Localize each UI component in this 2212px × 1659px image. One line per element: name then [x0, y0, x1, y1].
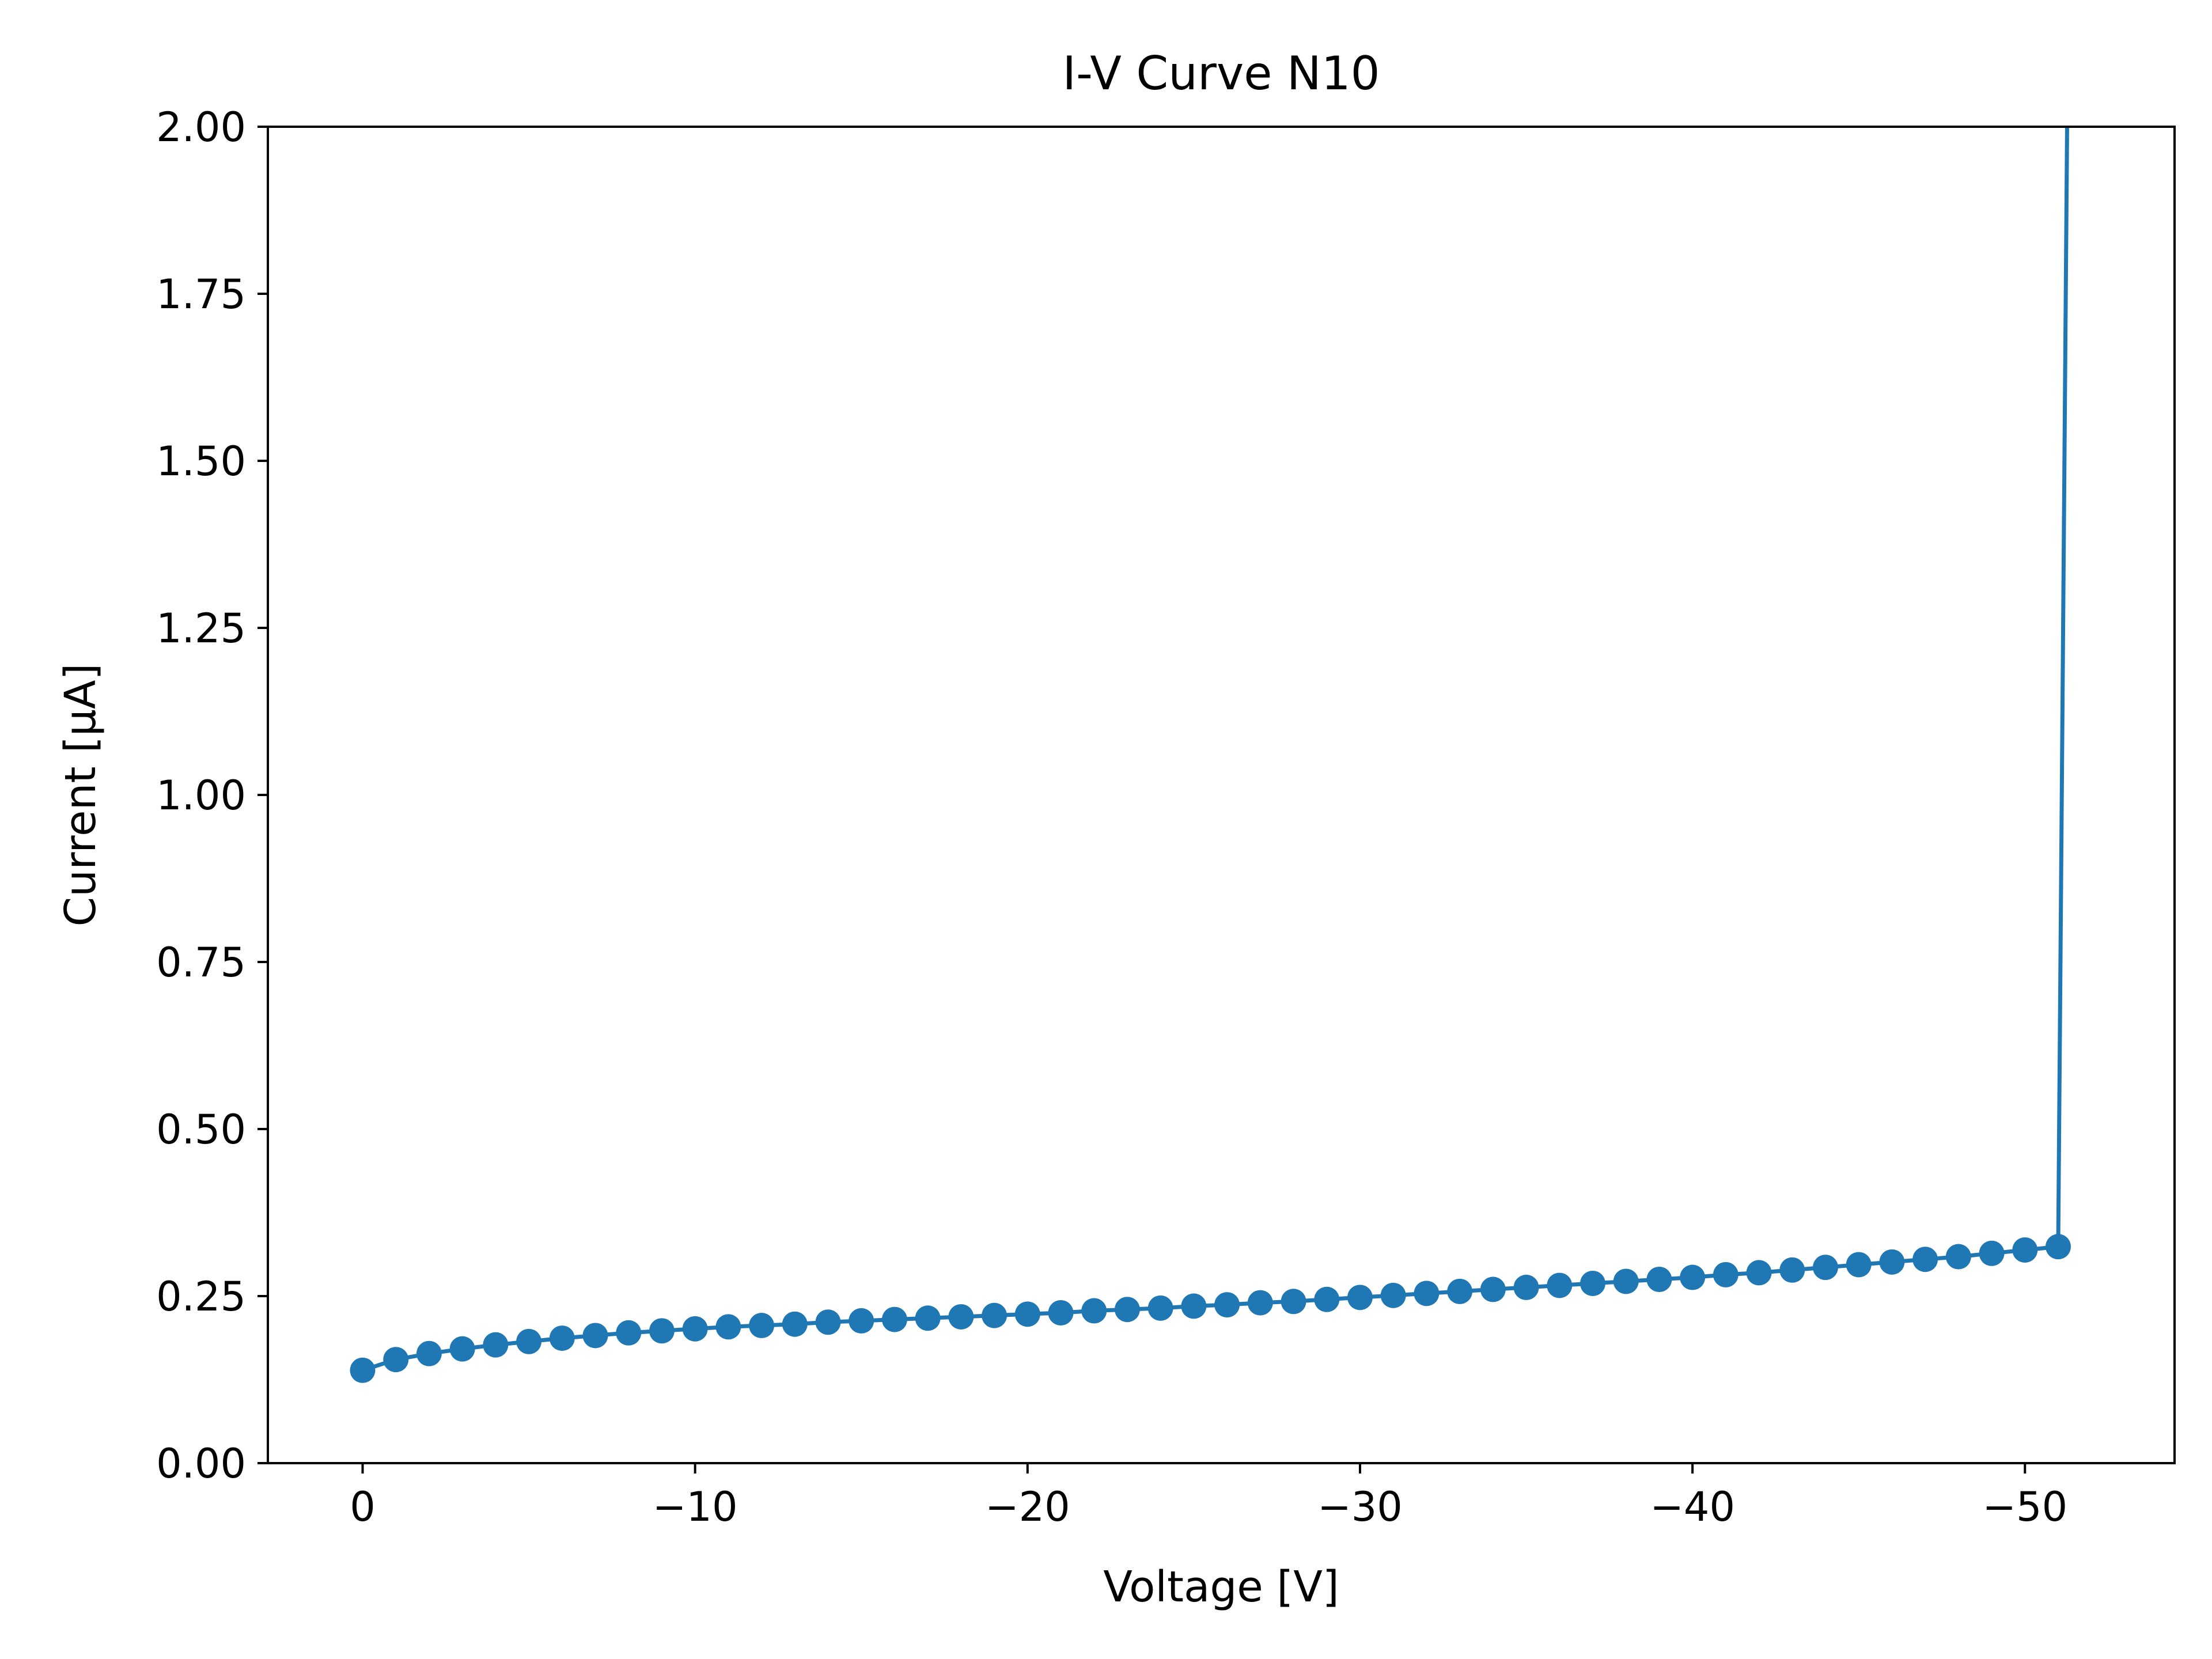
data-point: [881, 1306, 907, 1332]
data-point: [1314, 1286, 1340, 1312]
data-point: [1713, 1262, 1738, 1287]
data-point: [2012, 1237, 2038, 1263]
data-point: [1480, 1277, 1506, 1302]
y-tick-label: 1.25: [156, 605, 246, 652]
data-point: [1879, 1249, 1905, 1275]
data-point: [1181, 1293, 1207, 1319]
data-point: [915, 1305, 941, 1331]
data-point: [1680, 1264, 1706, 1290]
data-point: [815, 1309, 841, 1335]
data-point: [1081, 1298, 1107, 1324]
y-tick-label: 0.25: [156, 1273, 246, 1320]
chart-title: I-V Curve N10: [1062, 47, 1380, 100]
y-tick-label: 0.50: [156, 1106, 246, 1153]
plot-series-layer: [350, 127, 2071, 1383]
y-tick-label: 0.00: [156, 1440, 246, 1487]
data-point: [1048, 1300, 1074, 1325]
breakdown-line: [2056, 127, 2069, 1247]
data-point: [1945, 1244, 1971, 1270]
y-tick-label: 2.00: [156, 104, 246, 151]
data-point: [350, 1357, 376, 1383]
data-point: [1746, 1260, 1772, 1286]
x-tick-label: 0: [350, 1483, 376, 1531]
y-tick-label: 0.75: [156, 939, 246, 986]
data-point: [1846, 1252, 1872, 1278]
x-axis: 0 −10 −20 −30 −40 −50: [350, 1463, 2067, 1531]
data-point: [682, 1316, 708, 1342]
data-point: [616, 1320, 642, 1346]
data-point: [582, 1323, 608, 1349]
data-point: [1513, 1274, 1539, 1300]
data-point: [1114, 1297, 1140, 1323]
data-point: [416, 1340, 442, 1366]
y-tick-label: 1.75: [156, 271, 246, 318]
data-point: [1912, 1247, 1938, 1272]
data-point: [449, 1336, 475, 1362]
x-tick-label: −30: [1317, 1483, 1403, 1531]
series-line: [362, 1244, 2059, 1373]
data-point: [1414, 1281, 1440, 1306]
y-axis: 0.00 0.25 0.50 0.75 1.00 1.25 1.50 1.75 2.00: [156, 104, 268, 1487]
data-point: [982, 1302, 1007, 1328]
data-point: [1812, 1255, 1838, 1281]
data-point: [1247, 1290, 1273, 1316]
data-point: [715, 1314, 741, 1340]
y-tick-label: 1.50: [156, 438, 246, 485]
x-tick-label: −10: [653, 1483, 738, 1531]
data-point: [1147, 1295, 1173, 1321]
y-tick-label: 1.00: [156, 772, 246, 819]
data-point: [1979, 1240, 2005, 1266]
data-point: [1613, 1268, 1639, 1294]
data-point: [1447, 1278, 1473, 1304]
data-point: [549, 1325, 575, 1351]
data-point: [1779, 1257, 1805, 1283]
data-point: [948, 1304, 974, 1330]
data-point: [1547, 1272, 1573, 1298]
y-axis-label: Current [µA]: [56, 664, 105, 927]
x-tick-label: −20: [985, 1483, 1070, 1531]
data-point: [383, 1347, 409, 1373]
data-point: [1347, 1285, 1373, 1310]
x-tick-label: −50: [1982, 1483, 2067, 1531]
x-axis-label: Voltage [V]: [1103, 1562, 1339, 1612]
data-point: [1646, 1267, 1672, 1292]
data-point: [849, 1308, 874, 1334]
data-point: [483, 1332, 509, 1358]
data-point: [1281, 1289, 1306, 1315]
data-point: [516, 1328, 542, 1354]
data-point: [1214, 1292, 1240, 1318]
data-point: [1580, 1270, 1605, 1296]
data-point: [649, 1318, 675, 1344]
data-point: [1014, 1301, 1040, 1327]
data-point: [1380, 1282, 1406, 1308]
data-point: [2045, 1234, 2071, 1260]
data-point: [782, 1311, 808, 1337]
data-point: [749, 1313, 775, 1339]
x-tick-label: −40: [1650, 1483, 1735, 1531]
